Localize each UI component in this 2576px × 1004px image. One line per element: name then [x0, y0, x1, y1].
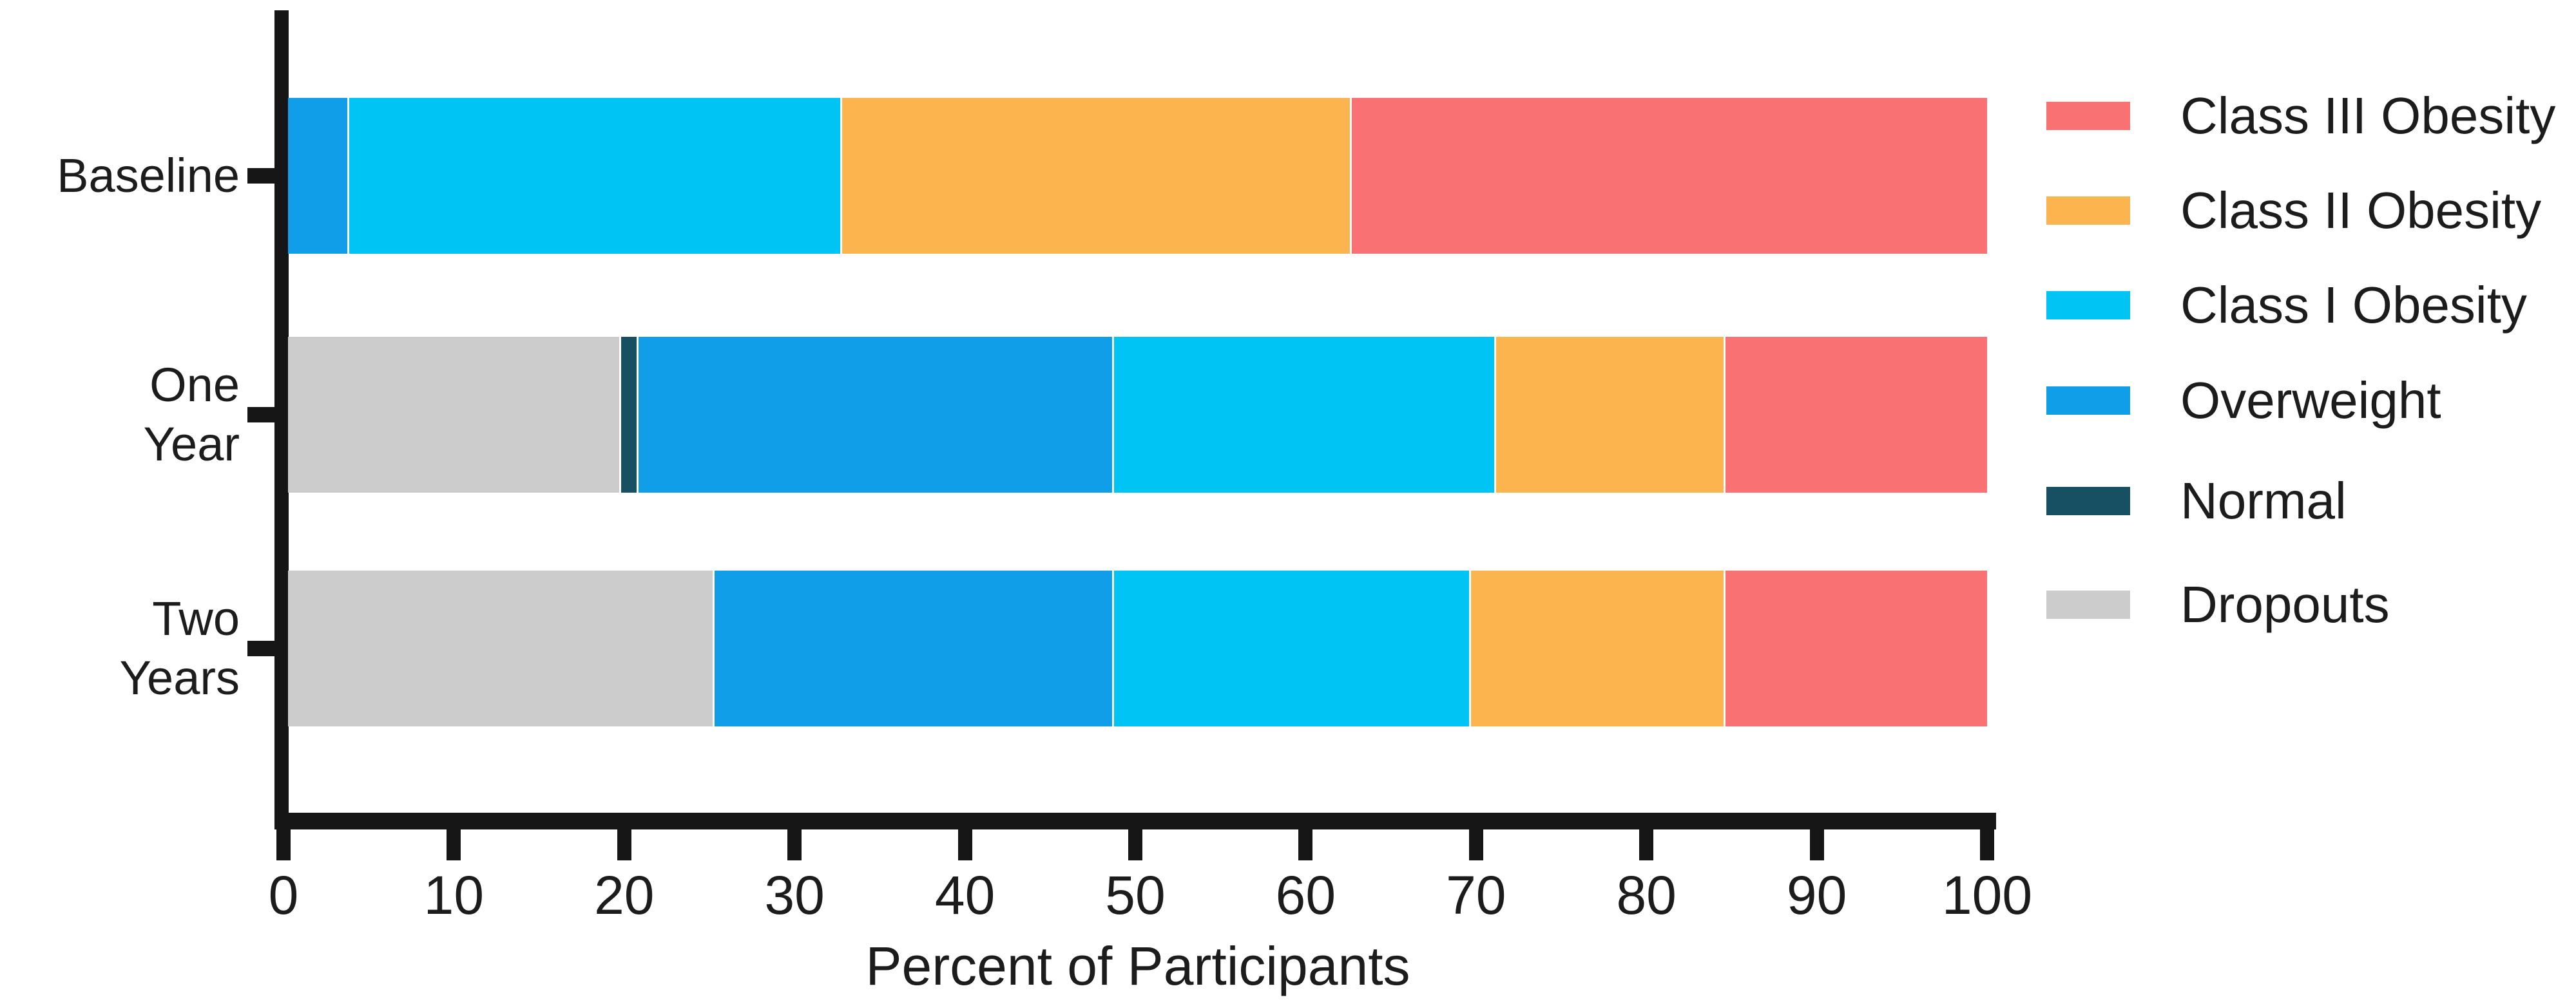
x-tick-label-20: 20 [594, 865, 655, 925]
bar-segment-one-year-class-iii-obesity [1724, 337, 1987, 493]
y-axis-line [274, 10, 289, 829]
legend-label-class-iii-obesity: Class III Obesity [2180, 87, 2556, 144]
legend-swatch-class-i-obesity [2046, 291, 2130, 319]
bar-segment-one-year-normal [619, 337, 637, 493]
legend-label-class-ii-obesity: Class II Obesity [2180, 182, 2542, 239]
bar-segment-two-years-overweight [713, 571, 1112, 726]
bar-segment-one-year-class-ii-obesity [1494, 337, 1724, 493]
y-tick-baseline [247, 168, 274, 184]
x-tick-label-0: 0 [268, 865, 299, 925]
x-tick-20 [617, 829, 631, 860]
x-tick-30 [787, 829, 802, 860]
bar-segment-baseline-class-ii-obesity [840, 98, 1350, 254]
legend-label-dropouts: Dropouts [2180, 576, 2390, 633]
x-axis-line [274, 813, 1996, 829]
legend-label-overweight: Overweight [2180, 372, 2441, 429]
legend-swatch-class-ii-obesity [2046, 196, 2130, 225]
bar-segment-one-year-class-i-obesity [1111, 337, 1495, 493]
bar-row-two-years [288, 571, 1987, 726]
x-tick-label-50: 50 [1105, 865, 1166, 925]
bar-segment-one-year-overweight [636, 337, 1112, 493]
x-axis-title: Percent of Participants [865, 936, 1410, 996]
bar-segment-baseline-overweight [288, 98, 348, 254]
bar-segment-baseline-class-iii-obesity [1350, 98, 1987, 254]
bar-segment-two-years-class-ii-obesity [1468, 571, 1724, 726]
bar-row-baseline [288, 98, 1987, 254]
legend-label-normal: Normal [2180, 472, 2347, 529]
legend-swatch-dropouts [2046, 591, 2130, 619]
y-label-two-years: Two Years [119, 592, 240, 705]
bar-segment-two-years-class-iii-obesity [1724, 571, 1987, 726]
x-tick-label-80: 80 [1616, 865, 1677, 925]
x-tick-10 [447, 829, 461, 860]
x-tick-50 [1128, 829, 1142, 860]
legend-swatch-class-iii-obesity [2046, 102, 2130, 130]
bar-segment-baseline-class-i-obesity [347, 98, 840, 254]
legend-swatch-overweight [2046, 386, 2130, 415]
y-tick-two-years [247, 641, 274, 656]
x-tick-40 [957, 829, 972, 860]
x-tick-label-90: 90 [1786, 865, 1847, 925]
x-tick-100 [1980, 829, 1994, 860]
x-tick-label-30: 30 [764, 865, 825, 925]
x-tick-label-10: 10 [423, 865, 485, 925]
legend-label-class-i-obesity: Class I Obesity [2180, 276, 2527, 334]
x-tick-90 [1809, 829, 1824, 860]
bar-row-one-year [288, 337, 1987, 493]
bar-segment-one-year-dropouts [288, 337, 620, 493]
x-tick-70 [1468, 829, 1483, 860]
x-tick-80 [1639, 829, 1654, 860]
x-tick-60 [1298, 829, 1313, 860]
y-label-one-year: One Year [143, 358, 240, 471]
y-label-baseline: Baseline [57, 149, 240, 202]
bar-segment-two-years-class-i-obesity [1111, 571, 1469, 726]
y-tick-one-year [247, 407, 274, 422]
x-tick-0 [276, 829, 291, 860]
x-tick-label-40: 40 [934, 865, 995, 925]
x-tick-label-60: 60 [1275, 865, 1336, 925]
x-tick-label-100: 100 [1941, 865, 2033, 925]
bar-segment-two-years-dropouts [288, 571, 713, 726]
x-tick-label-70: 70 [1446, 865, 1506, 925]
legend-swatch-normal [2046, 487, 2130, 515]
